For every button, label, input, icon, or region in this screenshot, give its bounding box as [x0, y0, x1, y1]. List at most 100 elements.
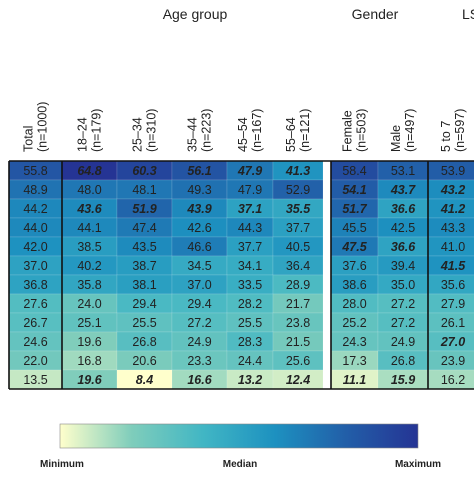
- cell-value: 35.8: [77, 278, 101, 292]
- cell-value: 34.1: [238, 259, 262, 273]
- cell-value: 29.4: [187, 297, 211, 311]
- column-header-sub: (n=121): [298, 109, 312, 152]
- cell-value: 43.9: [186, 202, 211, 216]
- column-header-sub: (n=497): [403, 109, 417, 152]
- cell-value: 53.1: [391, 164, 415, 178]
- cell-value: 23.8: [286, 316, 310, 330]
- cell-value: 11.1: [343, 373, 366, 387]
- cell-value: 45.5: [342, 221, 366, 235]
- cell-value: 38.5: [77, 240, 101, 254]
- legend-color-bar: [59, 423, 419, 449]
- cell-value: 38.1: [132, 278, 156, 292]
- cell-value: 47.9: [237, 164, 262, 178]
- column-header-label: 25–34: [131, 117, 145, 152]
- cell-value: 55.8: [23, 164, 47, 178]
- cell-value: 26.7: [23, 316, 47, 330]
- cell-value: 25.1: [77, 316, 101, 330]
- cell-value: 17.3: [342, 354, 366, 368]
- cell-value: 27.2: [391, 316, 415, 330]
- cell-value: 37.0: [187, 278, 211, 292]
- cell-value: 37.0: [23, 259, 47, 273]
- cell-value: 40.5: [286, 240, 310, 254]
- cell-value: 27.2: [187, 316, 211, 330]
- cell-value: 15.9: [391, 373, 415, 387]
- cell-value: 16.6: [187, 373, 212, 387]
- column-header-label: Total: [22, 126, 36, 152]
- cell-value: 60.3: [132, 164, 156, 178]
- cell-value: 46.6: [187, 240, 211, 254]
- cell-value: 37.6: [342, 259, 366, 273]
- cell-value: 51.7: [342, 202, 367, 216]
- cell-value: 13.5: [23, 373, 47, 387]
- cell-value: 38.6: [342, 278, 366, 292]
- cell-value: 33.5: [238, 278, 262, 292]
- cell-value: 42.6: [187, 221, 211, 235]
- cell-value: 37.7: [238, 240, 262, 254]
- cell-value: 43.3: [441, 221, 465, 235]
- column-header-sub: (n=503): [355, 109, 369, 152]
- cell-value: 28.0: [342, 297, 366, 311]
- cell-value: 22.0: [23, 354, 47, 368]
- cell-value: 29.4: [132, 297, 156, 311]
- cell-value: 42.0: [23, 240, 47, 254]
- cell-value: 36.6: [391, 240, 416, 254]
- group-header: Age group: [163, 6, 228, 22]
- cell-value: 42.5: [391, 221, 415, 235]
- cell-value: 41.5: [440, 259, 466, 273]
- cell-value: 21.7: [286, 297, 310, 311]
- cell-value: 48.1: [132, 183, 156, 197]
- cell-value: 34.5: [187, 259, 211, 273]
- legend-max-label: Maximum: [395, 459, 441, 470]
- column-header-label: 55–64: [284, 117, 298, 152]
- column-header-label: 5 to 7: [439, 121, 453, 152]
- column-header-label: 35–44: [186, 117, 200, 152]
- cell-value: 24.0: [77, 297, 101, 311]
- cell-value: 56.1: [187, 164, 211, 178]
- cell-value: 40.2: [77, 259, 101, 273]
- cell-value: 52.9: [286, 183, 310, 197]
- column-header-sub: (n=179): [90, 109, 104, 152]
- column-header-label: 45–54: [236, 117, 250, 152]
- legend-median-label: Median: [223, 459, 257, 470]
- group-header: LS: [462, 6, 474, 22]
- cell-value: 16.8: [77, 354, 101, 368]
- cell-value: 43.2: [440, 183, 465, 197]
- cell-value: 28.2: [238, 297, 262, 311]
- cell-value: 25.6: [286, 354, 310, 368]
- legend-min-label: Minimum: [40, 459, 84, 470]
- cell-value: 36.4: [286, 259, 310, 273]
- cell-value: 21.5: [286, 335, 310, 349]
- cell-value: 43.5: [132, 240, 156, 254]
- cell-value: 35.0: [391, 278, 415, 292]
- cell-value: 44.1: [77, 221, 101, 235]
- cell-value: 24.9: [187, 335, 211, 349]
- cell-value: 49.3: [187, 183, 211, 197]
- cell-value: 26.8: [132, 335, 156, 349]
- cell-value: 36.8: [23, 278, 47, 292]
- group-header: Gender: [352, 6, 399, 22]
- column-header-sub: (n=167): [250, 109, 264, 152]
- cell-value: 53.9: [441, 164, 465, 178]
- cell-value: 24.9: [391, 335, 415, 349]
- cell-value: 28.3: [238, 335, 262, 349]
- cell-value: 19.6: [77, 335, 101, 349]
- cell-value: 20.6: [132, 354, 156, 368]
- cell-value: 13.2: [238, 373, 262, 387]
- cell-value: 43.7: [390, 183, 416, 197]
- cell-value: 47.9: [238, 183, 262, 197]
- cell-value: 8.4: [136, 373, 153, 387]
- cell-value: 38.7: [132, 259, 156, 273]
- cell-value: 35.5: [286, 202, 311, 216]
- cell-value: 12.4: [286, 373, 310, 387]
- cell-value: 26.1: [441, 316, 465, 330]
- column-header-sub: (n=597): [453, 109, 467, 152]
- cell-value: 41.2: [440, 202, 465, 216]
- cell-value: 64.8: [77, 164, 101, 178]
- cell-value: 36.6: [391, 202, 416, 216]
- cell-value: 37.7: [286, 221, 310, 235]
- cell-value: 41.0: [441, 240, 465, 254]
- cell-value: 44.3: [238, 221, 262, 235]
- column-header-sub: (n=223): [200, 109, 214, 152]
- cell-value: 47.5: [341, 240, 367, 254]
